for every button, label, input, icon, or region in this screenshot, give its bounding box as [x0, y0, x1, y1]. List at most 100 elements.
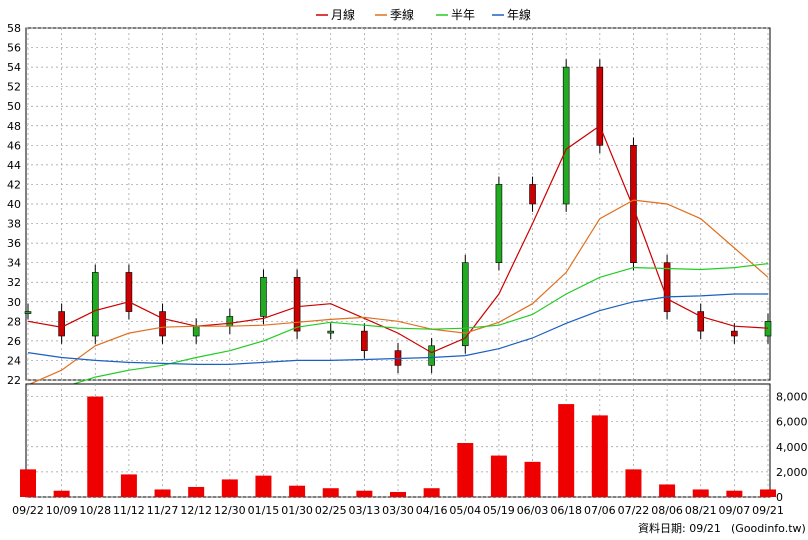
price-y-tick-label: 48 [7, 120, 21, 133]
candle-body [697, 311, 705, 332]
volume-bar [53, 490, 70, 497]
x-tick-label: 01/15 [248, 504, 280, 517]
x-tick-label: 11/27 [147, 504, 179, 517]
candle-body [58, 311, 65, 337]
footer-data-date: 資料日期: 09/21 [638, 521, 721, 535]
price-y-tick-label: 46 [7, 139, 21, 152]
volume-bar [221, 479, 238, 497]
price-y-tick-label: 54 [7, 61, 21, 74]
volume-bar [457, 443, 474, 497]
volume-bar [760, 489, 776, 497]
volume-bar [255, 475, 272, 497]
volume-bar [289, 485, 306, 497]
price-y-tick-label: 28 [7, 315, 21, 328]
x-tick-label: 01/30 [281, 504, 313, 517]
price-y-tick-label: 52 [7, 81, 21, 94]
legend: 月線 季線 半年 年線 [316, 7, 531, 22]
candle-body [495, 184, 503, 263]
candle-body [361, 330, 368, 351]
series-line-2 [27, 199, 769, 386]
candle-body [125, 272, 133, 312]
volume-bar [659, 484, 676, 497]
candle-body [24, 311, 32, 314]
volume-bar [154, 489, 171, 497]
volume-bar [558, 404, 575, 497]
volume-y-tick-label: 8,000 [776, 391, 808, 404]
x-tick-label: 03/13 [349, 504, 381, 517]
x-axis: 09/22 10/09 10/28 11/12 11/27 12/12 12/30 01/15… [12, 504, 784, 517]
legend-label-4: 年線 [507, 7, 531, 22]
price-y-tick-label: 44 [7, 159, 21, 172]
price-y-tick-label: 34 [7, 257, 21, 270]
candle-body [461, 262, 469, 347]
x-tick-label: 02/25 [315, 504, 347, 517]
volume-bar [87, 396, 104, 497]
x-tick-label: 06/03 [517, 504, 549, 517]
candle-body [764, 321, 772, 337]
price-y-tick-label: 56 [7, 42, 21, 55]
x-tick-label: 11/12 [113, 504, 145, 517]
volume-bar [322, 488, 339, 497]
x-tick-label: 03/30 [382, 504, 414, 517]
price-y-tick-label: 50 [7, 100, 21, 113]
price-y-tick-label: 24 [7, 354, 21, 367]
candle-body [226, 316, 234, 327]
volume-bar [726, 490, 743, 497]
volume-panel: 0 2,000 4,000 6,000 8,000 [20, 383, 808, 504]
x-tick-label: 08/21 [685, 504, 717, 517]
price-y-tick-label: 40 [7, 198, 21, 211]
candle-body [428, 345, 435, 366]
candle-body [159, 311, 166, 337]
volume-bar [490, 455, 507, 497]
price-y-tick-label: 30 [7, 296, 21, 309]
series-line-1 [27, 124, 769, 354]
candle-body [731, 330, 738, 337]
volume-bar [20, 469, 36, 497]
candle-body [192, 325, 200, 337]
series-line-4 [27, 293, 768, 365]
x-tick-label: 05/04 [449, 504, 481, 517]
x-tick-label: 06/18 [550, 504, 582, 517]
x-tick-label: 09/22 [12, 504, 44, 517]
volume-y-tick-label: 4,000 [776, 441, 808, 454]
x-tick-label: 05/19 [483, 504, 515, 517]
x-tick-label: 10/09 [46, 504, 78, 517]
x-tick-label: 12/30 [214, 504, 246, 517]
volume-bar [356, 490, 373, 497]
price-y-tick-label: 42 [7, 178, 21, 191]
price-panel: 22 24 26 28 30 32 34 36 38 40 42 44 46 48 50 52 54 56 58 [7, 22, 772, 401]
legend-label-1: 月線 [331, 7, 355, 22]
candle-body [596, 66, 604, 146]
candle-body [260, 277, 267, 317]
candle-body [327, 330, 335, 334]
candle-body [91, 272, 99, 337]
price-y-tick-label: 36 [7, 237, 21, 250]
x-tick-label: 07/22 [618, 504, 650, 517]
volume-bar [390, 491, 406, 497]
x-tick-label: 04/16 [416, 504, 448, 517]
volume-bar [524, 461, 541, 497]
price-y-tick-label: 38 [7, 218, 21, 231]
candle-body [630, 145, 637, 263]
series-line-3 [27, 263, 769, 401]
price-y-tick-label: 22 [7, 374, 21, 387]
x-tick-label: 09/21 [752, 504, 784, 517]
volume-bar [423, 488, 440, 497]
x-tick-label: 07/06 [584, 504, 616, 517]
price-y-tick-label: 26 [7, 335, 21, 348]
volume-y-tick-label: 0 [776, 491, 783, 504]
legend-label-2: 季線 [390, 7, 414, 22]
x-tick-label: 10/28 [79, 504, 111, 517]
volume-y-tick-label: 6,000 [776, 416, 808, 429]
x-tick-label: 09/07 [719, 504, 751, 517]
price-y-tick-label: 32 [7, 276, 21, 289]
x-tick-label: 08/06 [651, 504, 683, 517]
candle-body [529, 184, 536, 205]
x-tick-label: 12/12 [180, 504, 212, 517]
volume-bar [625, 469, 642, 497]
legend-label-3: 半年 [451, 8, 475, 22]
volume-bar [591, 415, 608, 497]
footer-source: (Goodinfo.tw) [731, 522, 806, 535]
volume-bar [188, 486, 205, 497]
